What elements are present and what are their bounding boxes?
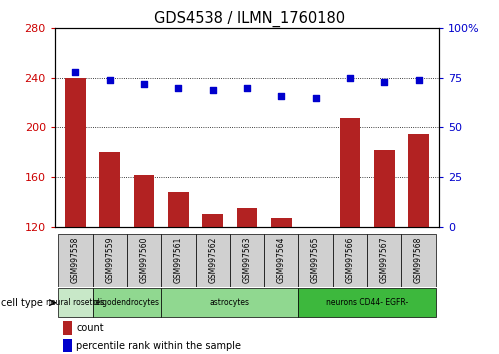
Text: neural rosettes: neural rosettes [46, 298, 105, 307]
Point [209, 87, 217, 93]
Point [311, 95, 319, 101]
Point [243, 85, 251, 91]
Text: GSM997559: GSM997559 [105, 237, 114, 284]
Text: oligodendrocytes: oligodendrocytes [94, 298, 160, 307]
Bar [168, 192, 189, 227]
Bar [230, 234, 264, 287]
Text: GSM997558: GSM997558 [71, 237, 80, 284]
Bar [58, 234, 93, 287]
Bar [401, 234, 436, 287]
Text: GSM997562: GSM997562 [208, 237, 217, 284]
Bar [127, 234, 161, 287]
Point [380, 79, 388, 85]
Point [140, 81, 148, 87]
Bar [408, 133, 429, 227]
Text: GSM997568: GSM997568 [414, 237, 423, 284]
Bar [62, 321, 72, 335]
Text: cell type: cell type [1, 298, 43, 308]
Bar [65, 78, 86, 227]
Bar [237, 208, 257, 227]
Bar [271, 218, 291, 227]
Text: GSM997563: GSM997563 [243, 237, 251, 284]
Bar [196, 234, 230, 287]
Text: GSM997560: GSM997560 [140, 237, 149, 284]
Text: GSM997567: GSM997567 [380, 237, 389, 284]
Bar [99, 152, 120, 227]
Bar [93, 288, 161, 317]
Bar [374, 150, 395, 227]
Text: percentile rank within the sample: percentile rank within the sample [76, 341, 241, 351]
Text: astrocytes: astrocytes [210, 298, 250, 307]
Text: GDS4538 / ILMN_1760180: GDS4538 / ILMN_1760180 [154, 11, 345, 27]
Bar [298, 288, 436, 317]
Point [174, 85, 182, 91]
Bar [203, 214, 223, 227]
Text: GSM997564: GSM997564 [277, 237, 286, 284]
Bar [134, 175, 154, 227]
Bar [58, 288, 93, 317]
Bar [340, 118, 360, 227]
Bar [367, 234, 401, 287]
Text: GSM997566: GSM997566 [345, 237, 354, 284]
Bar [161, 288, 298, 317]
Point [71, 69, 79, 75]
Point [415, 77, 423, 83]
Bar [93, 234, 127, 287]
Bar [161, 234, 196, 287]
Point [106, 77, 114, 83]
Bar [62, 339, 72, 352]
Point [346, 75, 354, 81]
Bar [264, 234, 298, 287]
Text: GSM997561: GSM997561 [174, 237, 183, 284]
Bar [298, 234, 333, 287]
Text: count: count [76, 323, 104, 333]
Text: neurons CD44- EGFR-: neurons CD44- EGFR- [326, 298, 408, 307]
Text: GSM997565: GSM997565 [311, 237, 320, 284]
Bar [333, 234, 367, 287]
Point [277, 93, 285, 98]
